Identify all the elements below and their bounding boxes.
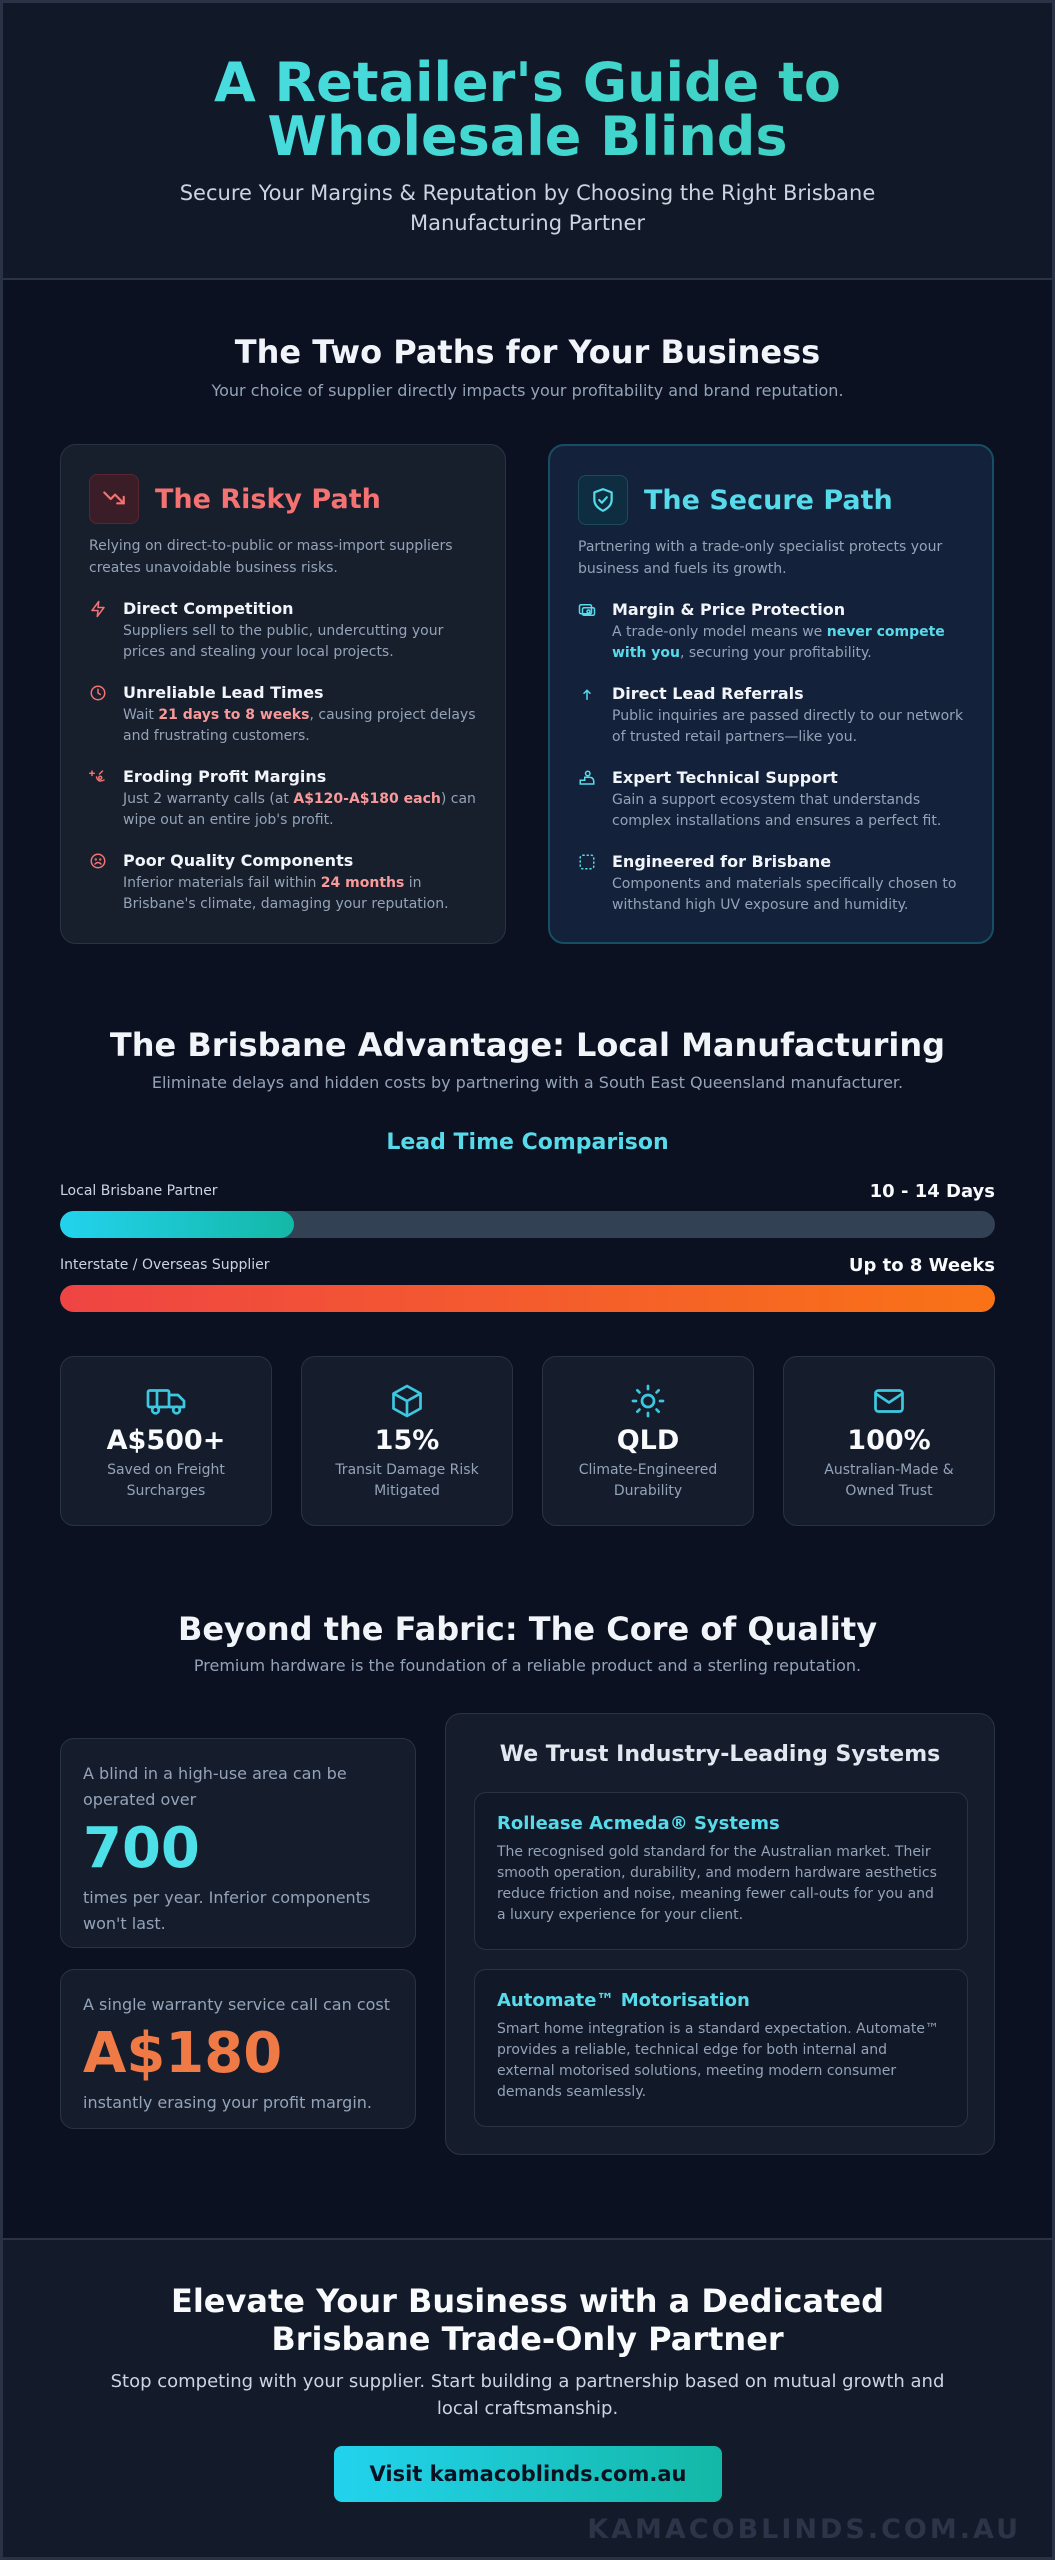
- risky-path-card: The Risky Path Relying on direct-to-publ…: [60, 444, 506, 944]
- bar-value-overseas: Up to 8 Weeks: [848, 1255, 995, 1276]
- bar-label-overseas: Interstate / Overseas Supplier: [60, 1257, 270, 1273]
- bar-fill-local: [60, 1211, 294, 1238]
- truck-icon: [61, 1383, 271, 1419]
- quality-subtitle: Premium hardware is the foundation of a …: [193, 1656, 862, 1675]
- page-subtitle: Secure Your Margins & Reputation by Choo…: [179, 181, 876, 235]
- watermark: KAMACOBLINDS.COM.AU: [587, 2514, 1021, 2545]
- sun-icon: [543, 1383, 753, 1419]
- stat-card-australian: 100% Australian-Made & Owned Trust: [783, 1356, 995, 1526]
- system-title: Automate™ Motorisation: [497, 1990, 750, 2011]
- usage-stat-intro: A blind in a high-use area can be operat…: [83, 1764, 347, 1809]
- systems-title: We Trust Industry-Leading Systems: [499, 1742, 941, 1767]
- list-item: Expert Technical Support Gain a support …: [578, 767, 964, 832]
- stat-value: QLD: [616, 1425, 680, 1456]
- stat-value: 100%: [847, 1425, 931, 1456]
- sad-face-icon: [89, 850, 123, 915]
- footer-cta-section: Elevate Your Business with a Dedicated B…: [0, 2238, 1055, 2560]
- advantage-subtitle: Eliminate delays and hidden costs by par…: [151, 1073, 904, 1092]
- paths-title: The Two Paths for Your Business: [234, 333, 821, 371]
- bar-fill-overseas: [60, 1285, 995, 1312]
- item-text: Gain a support ecosystem that understand…: [612, 792, 942, 829]
- system-text: The recognised gold standard for the Aus…: [497, 1844, 937, 1923]
- stat-label: Transit Damage Risk Mitigated: [335, 1462, 479, 1499]
- usage-stat-outro: times per year. Inferior components won'…: [83, 1888, 371, 1933]
- item-text: Just 2 warranty calls (at A$120-A$180 ea…: [123, 791, 476, 828]
- systems-panel: We Trust Industry-Leading Systems Rollea…: [445, 1713, 995, 2155]
- lightning-icon: [89, 598, 123, 663]
- item-text: Suppliers sell to the public, undercutti…: [123, 623, 444, 660]
- stat-label: Climate-Engineered Durability: [578, 1462, 718, 1499]
- paths-subtitle: Your choice of supplier directly impacts…: [211, 381, 844, 400]
- box-icon: [302, 1383, 512, 1419]
- page-title: A Retailer's Guide to Wholesale Blinds: [0, 56, 1055, 164]
- warranty-cost-value: A$180: [83, 2021, 283, 2086]
- item-title: Engineered for Brisbane: [612, 852, 832, 871]
- system-card-automate: Automate™ Motorisation Smart home integr…: [474, 1969, 968, 2127]
- item-text: A trade-only model means we never compet…: [612, 624, 945, 661]
- price-tag-icon: [578, 599, 612, 664]
- secure-path-description: Partnering with a trade-only specialist …: [578, 539, 943, 577]
- item-title: Margin & Price Protection: [612, 600, 846, 619]
- stat-card-transit: 15% Transit Damage Risk Mitigated: [301, 1356, 513, 1526]
- item-text: Wait 21 days to 8 weeks, causing project…: [123, 707, 476, 744]
- item-title: Poor Quality Components: [123, 851, 354, 870]
- bar-value-local: 10 - 14 Days: [869, 1181, 995, 1202]
- trend-down-icon: [89, 474, 139, 524]
- item-title: Direct Lead Referrals: [612, 684, 804, 703]
- stat-label: Australian-Made & Owned Trust: [824, 1462, 954, 1499]
- secure-path-title: The Secure Path: [644, 484, 893, 516]
- support-agent-icon: [578, 767, 612, 832]
- list-item: Direct Lead Referrals Public inquiries a…: [578, 683, 964, 748]
- bar-track-overseas: [60, 1285, 995, 1312]
- quality-title: Beyond the Fabric: The Core of Quality: [177, 1610, 878, 1648]
- visit-website-button[interactable]: Visit kamacoblinds.com.au: [334, 2446, 722, 2502]
- footer-subtitle: Stop competing with your supplier. Start…: [110, 2371, 945, 2419]
- list-item: Poor Quality Components Inferior materia…: [89, 850, 477, 915]
- item-title: Expert Technical Support: [612, 768, 838, 787]
- risky-path-description: Relying on direct-to-public or mass-impo…: [89, 538, 453, 576]
- item-title: Unreliable Lead Times: [123, 683, 324, 702]
- bar-track-local: [60, 1211, 995, 1238]
- stat-value: A$500+: [106, 1425, 226, 1456]
- advantage-title: The Brisbane Advantage: Local Manufactur…: [109, 1026, 946, 1064]
- page-header: A Retailer's Guide to Wholesale Blinds S…: [0, 0, 1055, 280]
- mail-icon: [784, 1383, 994, 1419]
- list-item: Margin & Price Protection A trade-only m…: [578, 599, 964, 664]
- stat-card-climate: QLD Climate-Engineered Durability: [542, 1356, 754, 1526]
- arrow-up-icon: [578, 683, 612, 748]
- list-item: Engineered for Brisbane Components and m…: [578, 851, 964, 916]
- shield-check-icon: [578, 475, 628, 525]
- item-title: Direct Competition: [123, 599, 294, 618]
- item-text: Inferior materials fail within 24 months…: [123, 875, 449, 912]
- money-loss-icon: [89, 766, 123, 831]
- risky-path-title: The Risky Path: [155, 483, 381, 515]
- system-card-rollease: Rollease Acmeda® Systems The recognised …: [474, 1792, 968, 1950]
- dashed-frame-icon: [578, 851, 612, 916]
- warranty-cost-intro: A single warranty service call can cost: [83, 1995, 391, 2014]
- usage-stat-card: A blind in a high-use area can be operat…: [60, 1738, 416, 1948]
- secure-path-card: The Secure Path Partnering with a trade-…: [548, 444, 994, 944]
- system-text: Smart home integration is a standard exp…: [497, 2021, 939, 2100]
- list-item: Direct Competition Suppliers sell to the…: [89, 598, 477, 663]
- item-title: Eroding Profit Margins: [123, 767, 327, 786]
- list-item: Eroding Profit Margins Just 2 warranty c…: [89, 766, 477, 831]
- lead-time-title: Lead Time Comparison: [386, 1130, 669, 1155]
- item-text: Components and materials specifically ch…: [612, 876, 957, 913]
- footer-title: Elevate Your Business with a Dedicated B…: [170, 2282, 885, 2358]
- clock-icon: [89, 682, 123, 747]
- system-title: Rollease Acmeda® Systems: [497, 1813, 780, 1834]
- item-text: Public inquiries are passed directly to …: [612, 708, 964, 745]
- stat-value: 15%: [374, 1425, 440, 1456]
- warranty-cost-card: A single warranty service call can cost …: [60, 1969, 416, 2129]
- warranty-cost-outro: instantly erasing your profit margin.: [83, 2093, 372, 2112]
- list-item: Unreliable Lead Times Wait 21 days to 8 …: [89, 682, 477, 747]
- stat-card-freight: A$500+ Saved on Freight Surcharges: [60, 1356, 272, 1526]
- usage-stat-value: 700: [83, 1816, 200, 1881]
- stat-label: Saved on Freight Surcharges: [107, 1462, 225, 1499]
- bar-label-local: Local Brisbane Partner: [60, 1183, 218, 1199]
